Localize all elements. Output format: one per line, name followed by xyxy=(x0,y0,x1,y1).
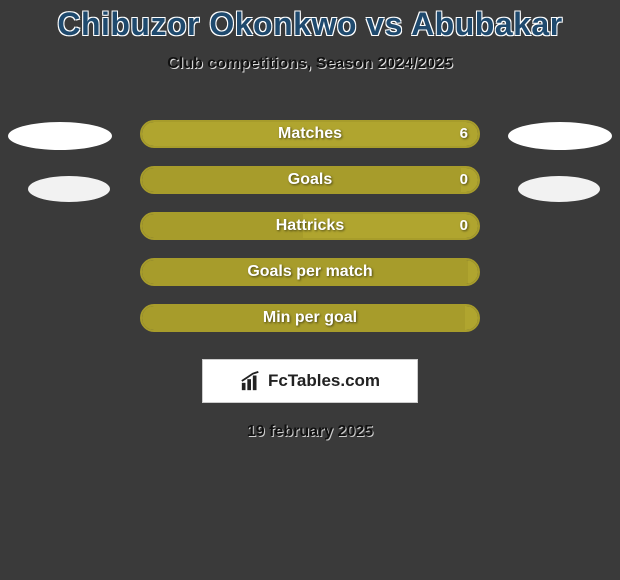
site-name: FcTables.com xyxy=(268,371,380,391)
site-badge: FcTables.com xyxy=(202,359,418,403)
stat-bar-track: Hattricks0 xyxy=(140,212,480,240)
stat-value-right: 6 xyxy=(460,122,468,146)
bar-fill-right xyxy=(468,260,478,284)
bar-fill-left xyxy=(142,260,468,284)
date-label: 19 february 2025 xyxy=(0,423,620,441)
bar-fill-left xyxy=(142,306,465,330)
bar-fill-right xyxy=(142,122,478,146)
stat-bar-track: Goals0 xyxy=(140,166,480,194)
stat-row: Goals per match xyxy=(0,249,620,295)
stat-bar-track: Min per goal xyxy=(140,304,480,332)
bar-fill-right xyxy=(303,214,478,238)
subtitle: Club competitions, Season 2024/2025 xyxy=(0,55,620,73)
stat-row: Min per goal xyxy=(0,295,620,341)
stat-row: Matches6 xyxy=(0,111,620,157)
bar-fill-right xyxy=(465,306,478,330)
stat-bar-track: Goals per match xyxy=(140,258,480,286)
stat-bars: Matches6 Goals0 Hattricks0 Goals per match M… xyxy=(0,111,620,341)
bar-fill-left xyxy=(142,168,461,192)
stat-row: Goals0 xyxy=(0,157,620,203)
stat-bar-track: Matches6 xyxy=(140,120,480,148)
chart-icon xyxy=(240,370,262,392)
stat-value-right: 0 xyxy=(460,168,468,192)
comparison-infographic: Chibuzor Okonkwo vs Abubakar Club compet… xyxy=(0,0,620,580)
stat-value-right: 0 xyxy=(460,214,468,238)
page-title: Chibuzor Okonkwo vs Abubakar xyxy=(0,0,620,43)
stat-row: Hattricks0 xyxy=(0,203,620,249)
bar-fill-left xyxy=(142,214,303,238)
